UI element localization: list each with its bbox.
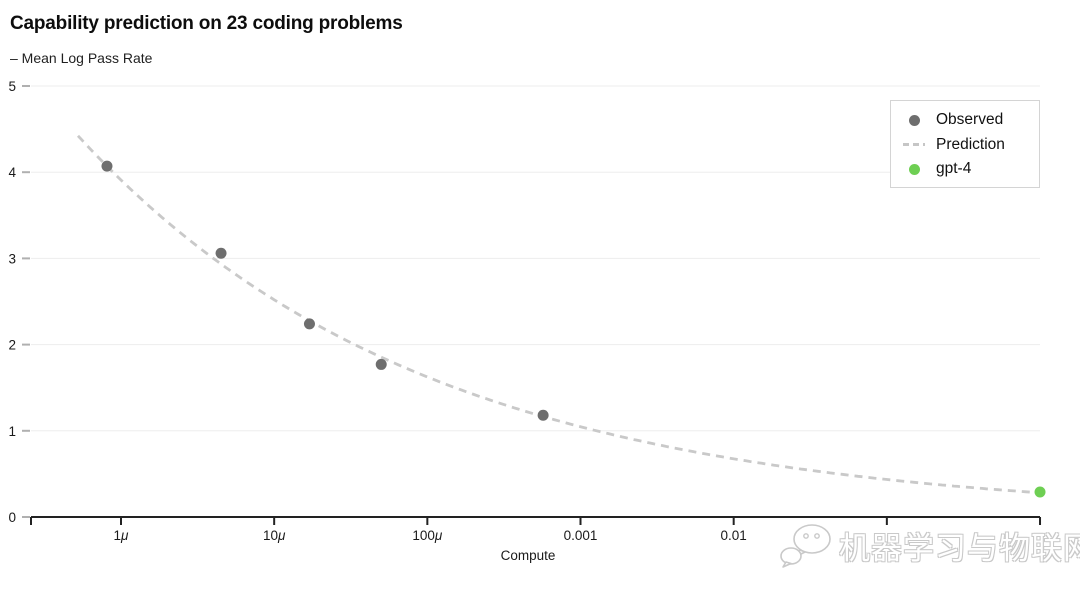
x-tick-label: 1μ xyxy=(114,528,130,543)
chart-title: Capability prediction on 23 coding probl… xyxy=(10,13,403,34)
legend-row-gpt4: gpt-4 xyxy=(897,157,1039,182)
legend-label-gpt4: gpt-4 xyxy=(936,160,972,178)
y-tick-label: 4 xyxy=(8,165,16,180)
observed-point xyxy=(215,247,227,259)
legend-label-prediction: Prediction xyxy=(936,135,1005,153)
observed-point xyxy=(537,409,549,421)
gpt4-point xyxy=(1034,486,1046,498)
legend-row-observed: Observed xyxy=(897,108,1039,133)
observed-point xyxy=(101,160,113,172)
y-tick-label: 2 xyxy=(8,338,16,353)
prediction-curve xyxy=(76,134,1031,494)
legend-label-observed: Observed xyxy=(936,111,1004,129)
x-tick-label: 10μ xyxy=(263,528,286,543)
y-tick-label: 5 xyxy=(8,79,16,94)
legend-row-prediction: Prediction xyxy=(897,133,1039,158)
x-tick-label: 0.001 xyxy=(564,528,598,543)
x-tick-label: 100μ xyxy=(412,528,443,543)
gpt4-dot-icon xyxy=(903,163,925,175)
prediction-dash-icon xyxy=(903,143,925,147)
legend-box: Observed Prediction gpt-4 xyxy=(890,100,1040,188)
y-tick-label: 3 xyxy=(8,251,16,266)
y-tick-label: 1 xyxy=(8,424,16,439)
x-axis-title: Compute xyxy=(500,548,556,563)
observed-dot-icon xyxy=(903,114,925,126)
observed-point xyxy=(375,358,387,370)
observed-point xyxy=(303,318,315,330)
y-tick-label: 0 xyxy=(8,510,16,525)
x-tick-label: 0.01 xyxy=(721,528,747,543)
chart-subtitle: – Mean Log Pass Rate xyxy=(10,50,153,66)
